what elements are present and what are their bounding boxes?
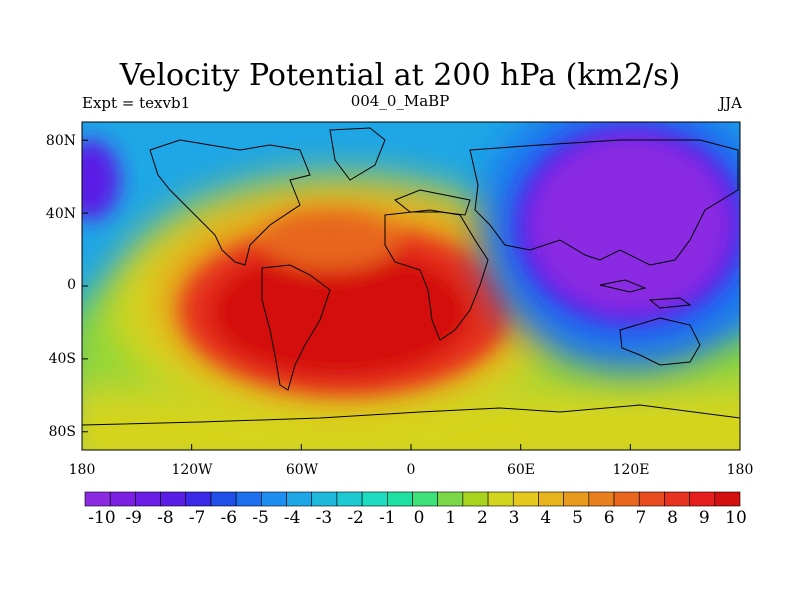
colorbar-label-20: 10 <box>725 508 747 528</box>
colorbar-label-4: -6 <box>220 508 238 528</box>
lat-label-80n: 80N <box>45 133 76 149</box>
case-label: 004_0_MaBP <box>350 92 450 110</box>
colorbar-box-23 <box>664 491 690 507</box>
colorbar-label-15: 5 <box>572 508 583 528</box>
colorbar-box-25 <box>714 491 741 507</box>
colorbar-label-13: 3 <box>508 508 520 528</box>
colorbar-box-12 <box>387 491 413 507</box>
lat-label-eq: 0 <box>67 277 76 293</box>
colorbar-box-17 <box>512 491 539 507</box>
colorbar-box-0 <box>84 491 111 507</box>
colorbar-box-10 <box>336 491 363 507</box>
colorbar-box-2 <box>135 491 161 507</box>
lon-label-120e: 120E <box>612 462 650 478</box>
colorbar-box-4 <box>185 491 212 507</box>
lat-label-40n: 40N <box>45 206 76 222</box>
colorbar-label-8: -2 <box>347 508 364 528</box>
colorbar-box-20 <box>588 491 615 507</box>
colorbar-label-17: 7 <box>635 508 647 528</box>
colorbar-label-19: 9 <box>698 508 710 528</box>
colorbar-box-19 <box>563 491 590 507</box>
colorbar-label-10: 0 <box>413 508 425 528</box>
colorbar-label-0: -10 <box>88 508 116 528</box>
colorbar-label-14: 4 <box>540 508 552 528</box>
colorbar-box-3 <box>160 491 187 507</box>
lon-label-0: 0 <box>406 462 416 478</box>
colorbar-label-1: -9 <box>125 508 142 528</box>
lon-label-180w: 180 <box>68 462 96 478</box>
colorbar-box-6 <box>235 491 262 507</box>
velocity-potential-field <box>82 122 740 450</box>
colorbar-box-24 <box>689 491 716 507</box>
colorbar-label-7: -3 <box>315 508 333 528</box>
longitude-ticks <box>81 444 741 450</box>
colorbar-label-2: -8 <box>157 508 174 528</box>
colorbar <box>84 491 741 507</box>
colorbar-box-5 <box>210 491 237 507</box>
colorbar-box-11 <box>361 491 388 507</box>
colorbar-label-16: 6 <box>603 508 615 528</box>
colorbar-label-5: -5 <box>252 508 269 528</box>
colorbar-box-14 <box>437 491 464 507</box>
colorbar-box-21 <box>613 491 640 507</box>
plot-title: Velocity Potential at 200 hPa (km2/s) <box>119 58 681 93</box>
colorbar-box-9 <box>311 491 338 507</box>
colorbar-box-13 <box>412 491 438 507</box>
colorbar-box-15 <box>462 491 489 507</box>
colorbar-box-22 <box>638 491 665 507</box>
colorbar-box-18 <box>538 491 564 507</box>
season-label: JJA <box>719 94 742 112</box>
colorbar-box-1 <box>109 491 136 507</box>
colorbar-label-3: -7 <box>188 508 206 528</box>
lon-label-120w: 120W <box>171 462 213 478</box>
lat-label-40s: 40S <box>48 351 76 367</box>
latitude-ticks <box>82 139 88 433</box>
colorbar-label-6: -4 <box>283 508 301 528</box>
colorbar-label-11: 1 <box>445 508 457 528</box>
colorbar-box-8 <box>286 491 313 507</box>
colorbar-label-18: 8 <box>667 508 678 528</box>
experiment-label: Expt = texvb1 <box>82 94 191 112</box>
colorbar-label-12: 2 <box>476 508 488 528</box>
colorbar-label-9: -1 <box>379 508 396 528</box>
colorbar-box-7 <box>261 491 287 507</box>
lat-label-80s: 80S <box>48 424 76 440</box>
lon-label-60w: 60W <box>285 462 319 478</box>
colorbar-box-16 <box>487 491 514 507</box>
lon-label-60e: 60E <box>506 462 536 478</box>
lon-label-180e: 180 <box>726 462 754 478</box>
coastlines <box>82 127 740 426</box>
